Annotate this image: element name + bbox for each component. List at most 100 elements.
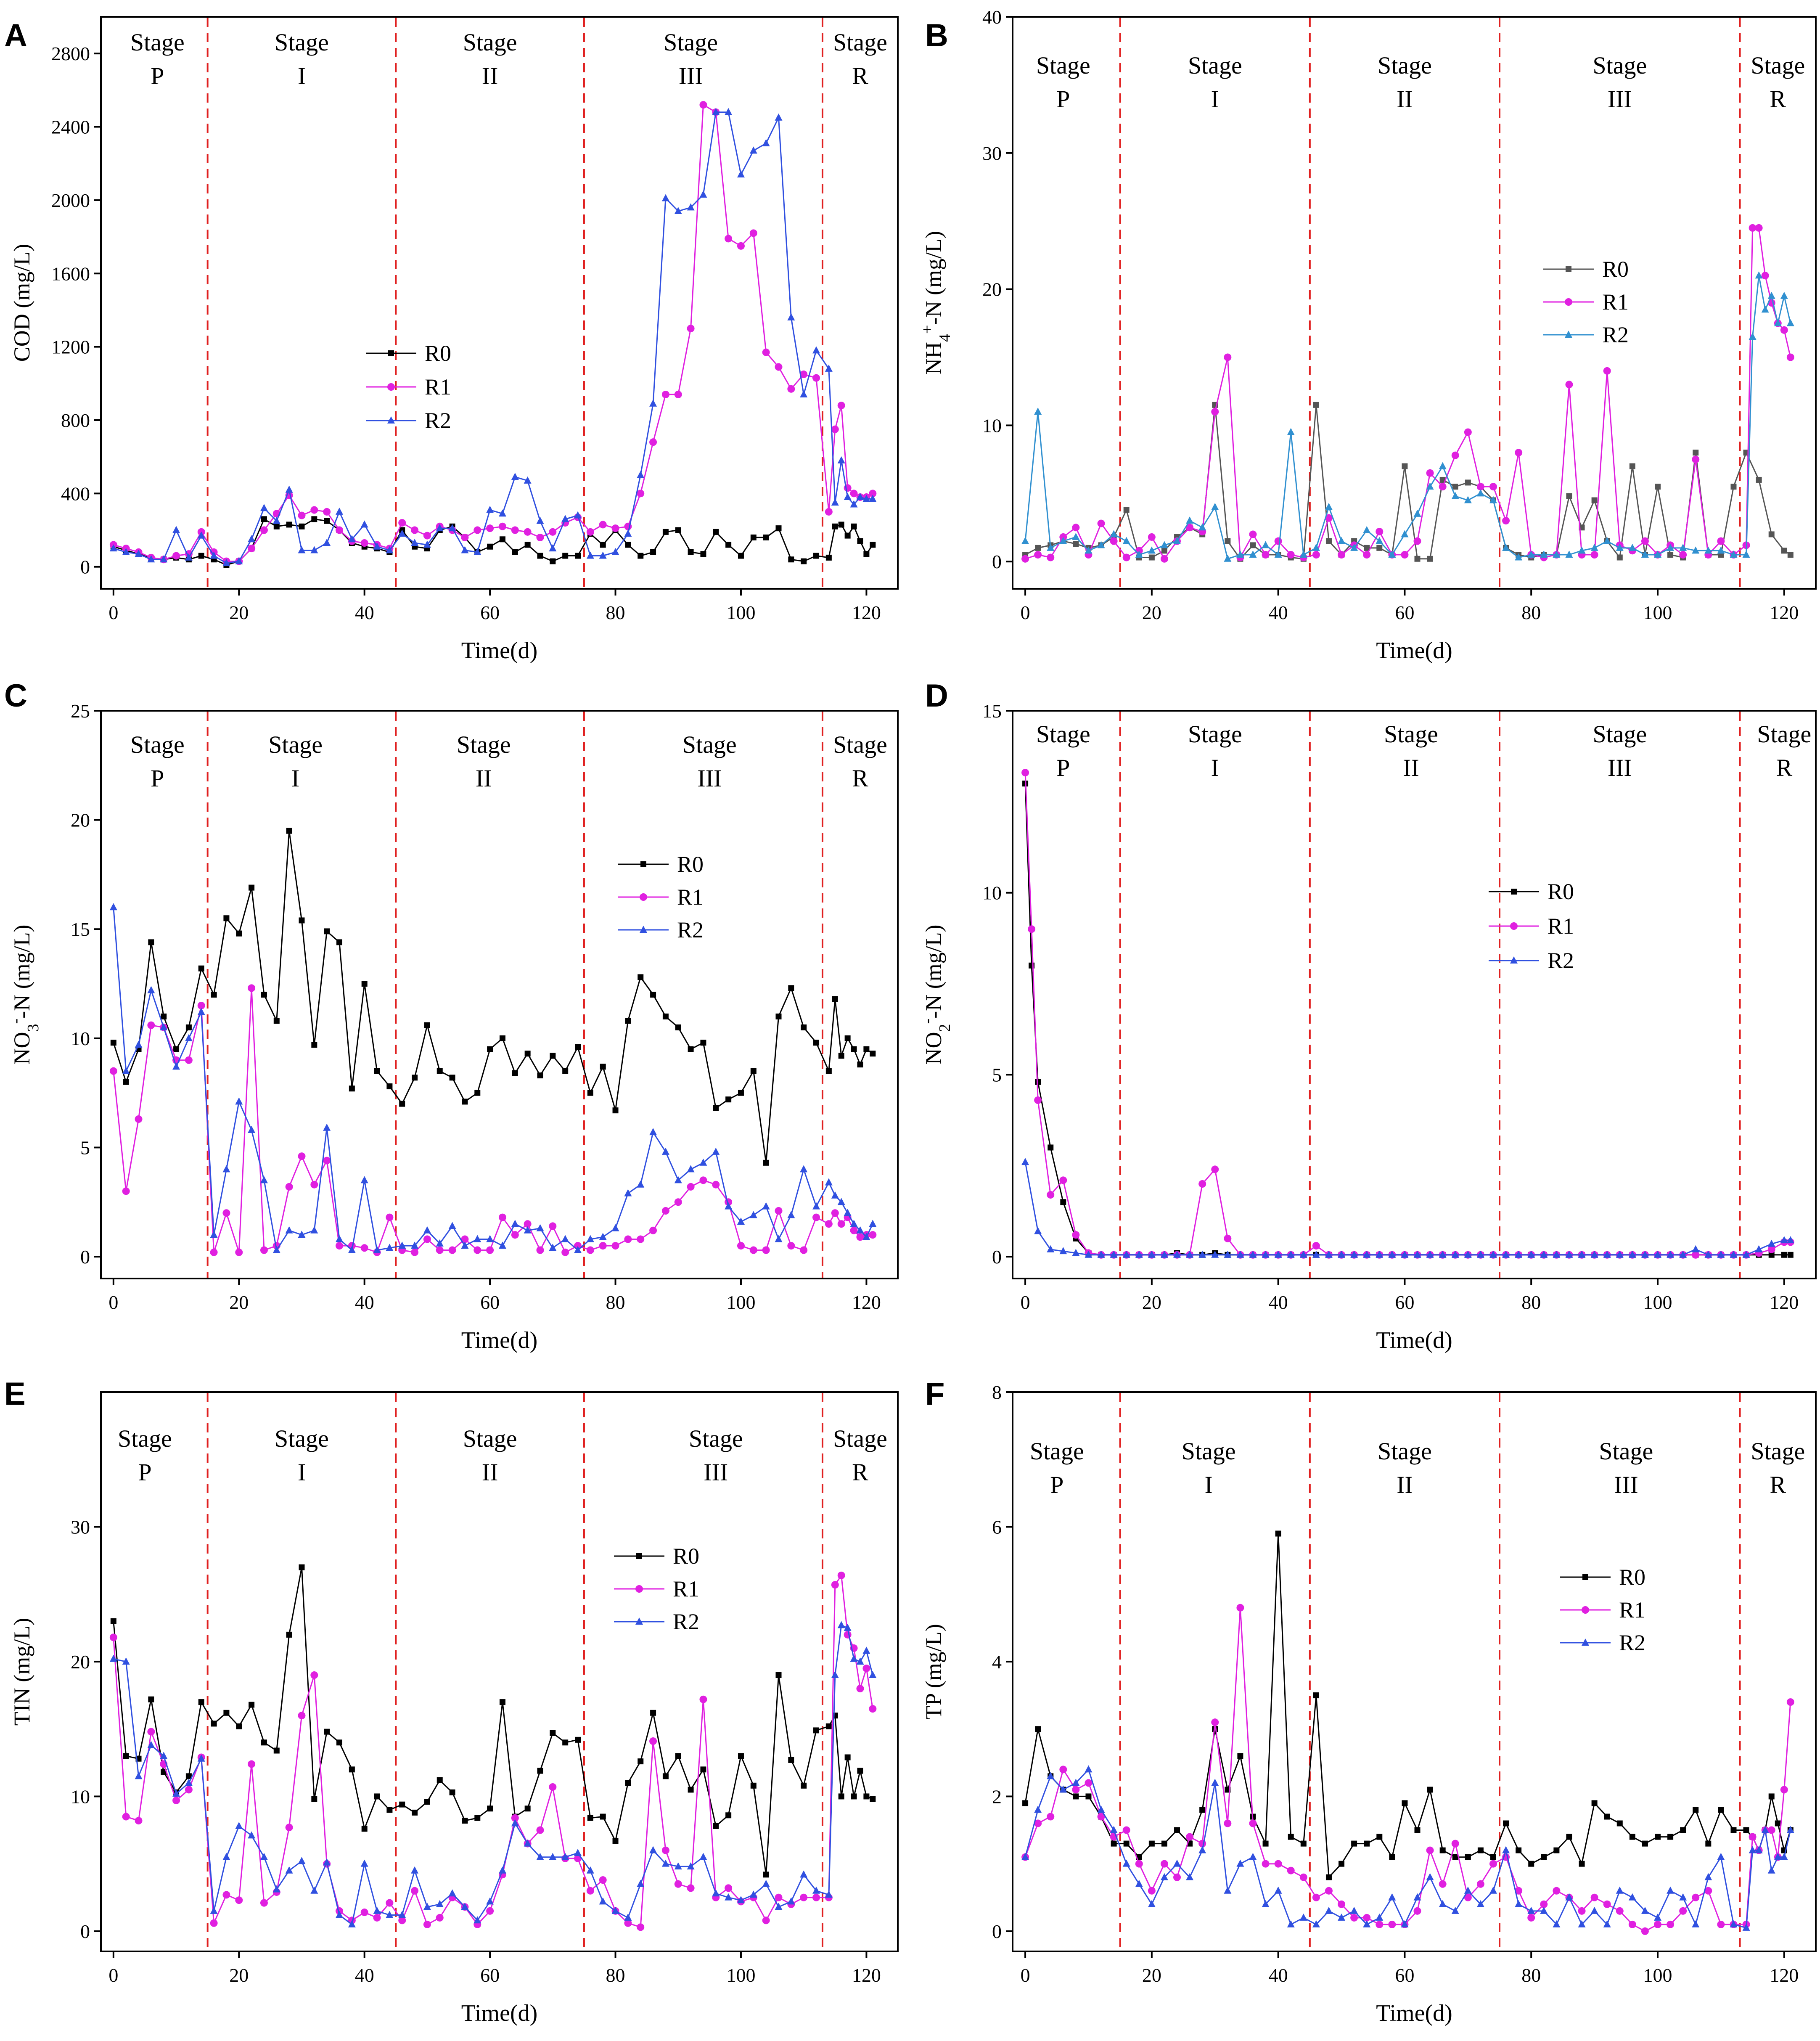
data-point bbox=[135, 1115, 143, 1123]
data-point bbox=[311, 1042, 317, 1048]
data-point bbox=[1566, 1834, 1572, 1840]
data-point bbox=[1085, 1250, 1093, 1258]
data-point bbox=[336, 939, 343, 945]
data-point bbox=[448, 1222, 456, 1229]
data-point bbox=[1299, 551, 1307, 558]
data-point bbox=[1616, 1886, 1624, 1894]
stage-label: R bbox=[1776, 754, 1792, 781]
data-point bbox=[549, 1853, 557, 1860]
data-point bbox=[787, 313, 795, 320]
data-point bbox=[1603, 1900, 1611, 1908]
data-point bbox=[436, 1777, 443, 1783]
data-point bbox=[1312, 1250, 1320, 1258]
data-point bbox=[1780, 291, 1788, 299]
x-tick-label: 80 bbox=[606, 602, 625, 623]
data-point bbox=[1401, 530, 1409, 537]
x-tick-label: 0 bbox=[108, 1964, 118, 1986]
y-tick-label: 10 bbox=[982, 415, 1002, 436]
data-point bbox=[1679, 543, 1687, 551]
stage-label: Stage bbox=[463, 29, 517, 56]
data-point bbox=[386, 1213, 394, 1221]
data-point bbox=[524, 542, 531, 548]
data-point bbox=[586, 1887, 594, 1895]
legend-marker bbox=[640, 926, 647, 933]
data-point bbox=[1350, 1906, 1358, 1914]
data-point bbox=[498, 1213, 506, 1221]
data-point bbox=[1502, 543, 1510, 551]
data-point bbox=[1160, 555, 1168, 563]
stage-label: II bbox=[482, 62, 498, 90]
stage-label: Stage bbox=[1384, 720, 1438, 748]
data-point bbox=[1325, 514, 1333, 522]
legend-marker bbox=[387, 383, 395, 391]
data-point bbox=[1401, 1250, 1409, 1258]
data-point bbox=[844, 1631, 852, 1639]
data-point bbox=[223, 1710, 230, 1716]
data-point bbox=[311, 516, 317, 522]
data-point bbox=[1225, 538, 1231, 544]
data-point bbox=[1021, 769, 1029, 777]
data-point bbox=[674, 207, 682, 214]
data-point bbox=[1085, 1765, 1093, 1773]
series-r2 bbox=[1021, 1158, 1794, 1258]
data-point bbox=[524, 1839, 532, 1847]
data-point bbox=[185, 1773, 192, 1779]
data-point bbox=[837, 1198, 845, 1205]
data-point bbox=[687, 1884, 695, 1892]
data-point bbox=[800, 1870, 808, 1878]
data-point bbox=[801, 1782, 807, 1789]
data-point bbox=[261, 1739, 267, 1746]
chart-panel-d: D 0 20 40 60 80 100 120 0 5 10 15 Time(d) NO2--N (mg/… bbox=[918, 678, 1817, 1353]
data-point bbox=[637, 1923, 645, 1931]
data-point bbox=[762, 1246, 770, 1254]
series-r2 bbox=[109, 903, 877, 1253]
data-point bbox=[1072, 1779, 1080, 1786]
data-point bbox=[122, 1813, 130, 1821]
data-point bbox=[1122, 1826, 1130, 1834]
data-point bbox=[1198, 523, 1206, 531]
data-point bbox=[1097, 1805, 1105, 1813]
data-point bbox=[1350, 1250, 1358, 1258]
data-point bbox=[649, 1226, 657, 1234]
x-tick-label: 120 bbox=[1770, 1964, 1799, 1986]
data-point bbox=[1274, 551, 1282, 558]
data-point bbox=[1540, 1250, 1548, 1258]
data-point bbox=[210, 1919, 218, 1927]
data-point bbox=[512, 1070, 518, 1076]
data-point bbox=[712, 1889, 720, 1897]
data-point bbox=[1477, 1847, 1484, 1853]
x-tick-label: 60 bbox=[480, 602, 500, 623]
data-point bbox=[1730, 1250, 1738, 1258]
data-point bbox=[863, 1046, 870, 1052]
data-point bbox=[1085, 546, 1093, 554]
data-point bbox=[1110, 530, 1118, 537]
data-point bbox=[869, 490, 877, 498]
data-point bbox=[1768, 1252, 1775, 1258]
data-point bbox=[1059, 1785, 1067, 1793]
data-point bbox=[172, 1797, 180, 1805]
data-point bbox=[661, 1147, 669, 1155]
data-point bbox=[360, 1244, 368, 1252]
legend-label: R2 bbox=[1548, 948, 1574, 973]
data-point bbox=[461, 1235, 469, 1243]
data-point bbox=[248, 1125, 256, 1133]
data-point bbox=[298, 1857, 306, 1864]
data-point bbox=[235, 557, 243, 564]
plot-frame bbox=[1012, 16, 1817, 590]
data-point bbox=[524, 1805, 531, 1812]
data-point bbox=[436, 1239, 444, 1247]
y-tick-label: 10 bbox=[71, 1028, 90, 1049]
data-point bbox=[1262, 1860, 1270, 1868]
data-point bbox=[1717, 537, 1725, 545]
data-point bbox=[1439, 462, 1447, 469]
data-point bbox=[1072, 1786, 1080, 1794]
data-point bbox=[1439, 1880, 1447, 1888]
data-point bbox=[386, 1083, 393, 1090]
data-point bbox=[638, 1758, 644, 1765]
data-point bbox=[586, 551, 594, 559]
data-point bbox=[499, 1699, 505, 1705]
data-point bbox=[737, 1896, 745, 1903]
data-point bbox=[831, 1581, 839, 1589]
x-tick-label: 40 bbox=[1269, 1292, 1288, 1313]
data-point bbox=[1338, 551, 1346, 559]
